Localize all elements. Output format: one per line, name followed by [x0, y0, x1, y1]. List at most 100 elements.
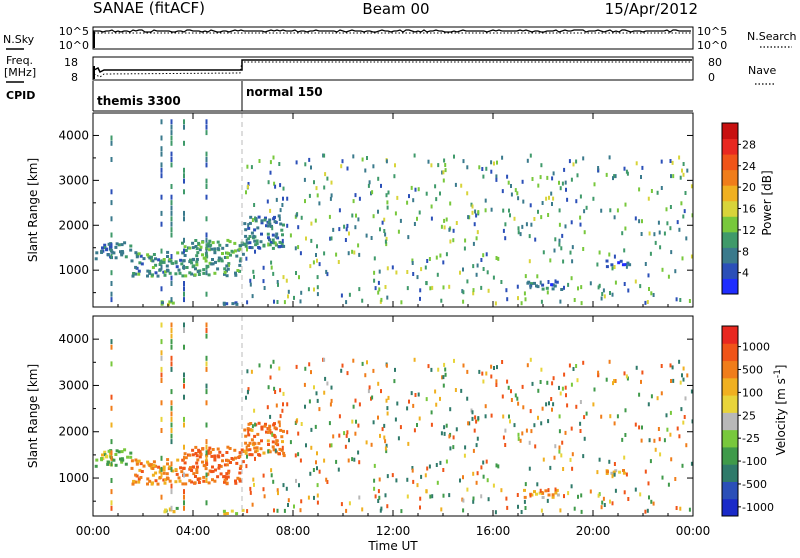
- data-cell: [427, 364, 430, 369]
- data-cell: [377, 499, 380, 503]
- data-cell: [258, 453, 262, 457]
- data-cell: [281, 445, 284, 450]
- data-cell: [249, 422, 253, 425]
- data-cell: [554, 487, 557, 492]
- data-cell: [675, 297, 678, 302]
- data-cell: [480, 285, 483, 290]
- data-cell: [210, 247, 214, 251]
- data-cell: [332, 434, 335, 439]
- data-cell: [205, 151, 208, 157]
- data-cell: [137, 480, 141, 484]
- data-cell: [254, 243, 258, 247]
- data-cell: [641, 370, 644, 375]
- data-cell: [278, 447, 282, 451]
- data-cell: [335, 459, 338, 464]
- data-cell: [482, 253, 485, 258]
- data-cell: [372, 214, 375, 219]
- data-cell: [227, 469, 231, 473]
- data-cell: [554, 444, 557, 449]
- data-cell: [504, 443, 507, 447]
- data-cell: [585, 411, 588, 416]
- data-cell: [506, 297, 509, 302]
- data-cell: [540, 299, 543, 304]
- data-cell: [283, 300, 286, 305]
- data-cell: [547, 419, 550, 424]
- data-cell: [160, 221, 163, 227]
- data-cell: [566, 197, 569, 202]
- cpid-segment-2: normal 150: [246, 85, 323, 99]
- data-cell: [170, 157, 173, 162]
- data-cell: [151, 467, 155, 470]
- data-cell: [480, 258, 483, 262]
- data-cell: [644, 300, 647, 305]
- data-cell: [181, 458, 185, 462]
- data-cell: [346, 371, 349, 376]
- data-cell: [208, 248, 212, 252]
- data-cell: [146, 460, 150, 464]
- data-cell: [170, 130, 173, 136]
- data-cell: [110, 489, 113, 495]
- data-cell: [399, 218, 402, 223]
- data-cell: [358, 460, 361, 465]
- data-cell: [238, 467, 242, 470]
- colorbar-tick-label: 25: [742, 409, 756, 422]
- data-cell: [310, 165, 312, 170]
- data-cell: [276, 280, 279, 284]
- data-cell: [526, 281, 530, 285]
- data-cell: [233, 241, 237, 245]
- data-cell: [280, 448, 284, 452]
- data-cell: [344, 238, 347, 242]
- data-cell: [361, 157, 364, 162]
- data-cell: [418, 210, 421, 215]
- data-cell: [206, 264, 210, 268]
- colorbar-tick-label: 28: [742, 138, 756, 151]
- data-cell: [247, 226, 251, 230]
- data-cell: [298, 483, 300, 488]
- data-cell: [468, 215, 471, 220]
- data-cell: [160, 466, 163, 472]
- data-cell: [443, 218, 446, 223]
- data-cell: [183, 444, 185, 450]
- data-cell: [435, 463, 438, 467]
- data-cell: [213, 251, 217, 255]
- data-cell: [295, 364, 298, 369]
- data-cell: [279, 183, 282, 188]
- data-cell: [414, 393, 417, 397]
- data-cell: [326, 176, 329, 181]
- data-cell: [170, 466, 173, 472]
- data-cell: [277, 214, 281, 218]
- data-cell: [343, 431, 346, 436]
- data-cell: [250, 453, 254, 457]
- data-cell: [148, 269, 152, 273]
- data-cell: [185, 266, 189, 269]
- data-cell: [614, 379, 617, 383]
- data-cell: [605, 265, 609, 269]
- data-cell: [575, 199, 578, 204]
- data-cell: [641, 165, 644, 170]
- data-cell: [162, 471, 166, 475]
- data-cell: [521, 431, 524, 436]
- data-cell: [305, 443, 307, 448]
- data-cell: [361, 361, 364, 366]
- data-cell: [558, 222, 561, 227]
- data-cell: [183, 322, 185, 328]
- data-cell: [179, 258, 183, 262]
- data-cell: [216, 475, 220, 479]
- data-cell: [385, 449, 388, 454]
- data-cell: [579, 429, 582, 433]
- data-cell: [183, 461, 187, 465]
- data-cell: [238, 451, 242, 455]
- data-cell: [345, 227, 348, 232]
- data-cell: [148, 463, 152, 467]
- data-cell: [530, 429, 533, 434]
- data-cell: [170, 297, 173, 303]
- data-cell: [152, 460, 156, 464]
- data-cell: [550, 191, 553, 196]
- data-cell: [348, 438, 350, 443]
- data-cell: [326, 272, 329, 277]
- data-cell: [201, 447, 205, 451]
- data-cell: [490, 160, 493, 165]
- data-cell: [426, 466, 429, 471]
